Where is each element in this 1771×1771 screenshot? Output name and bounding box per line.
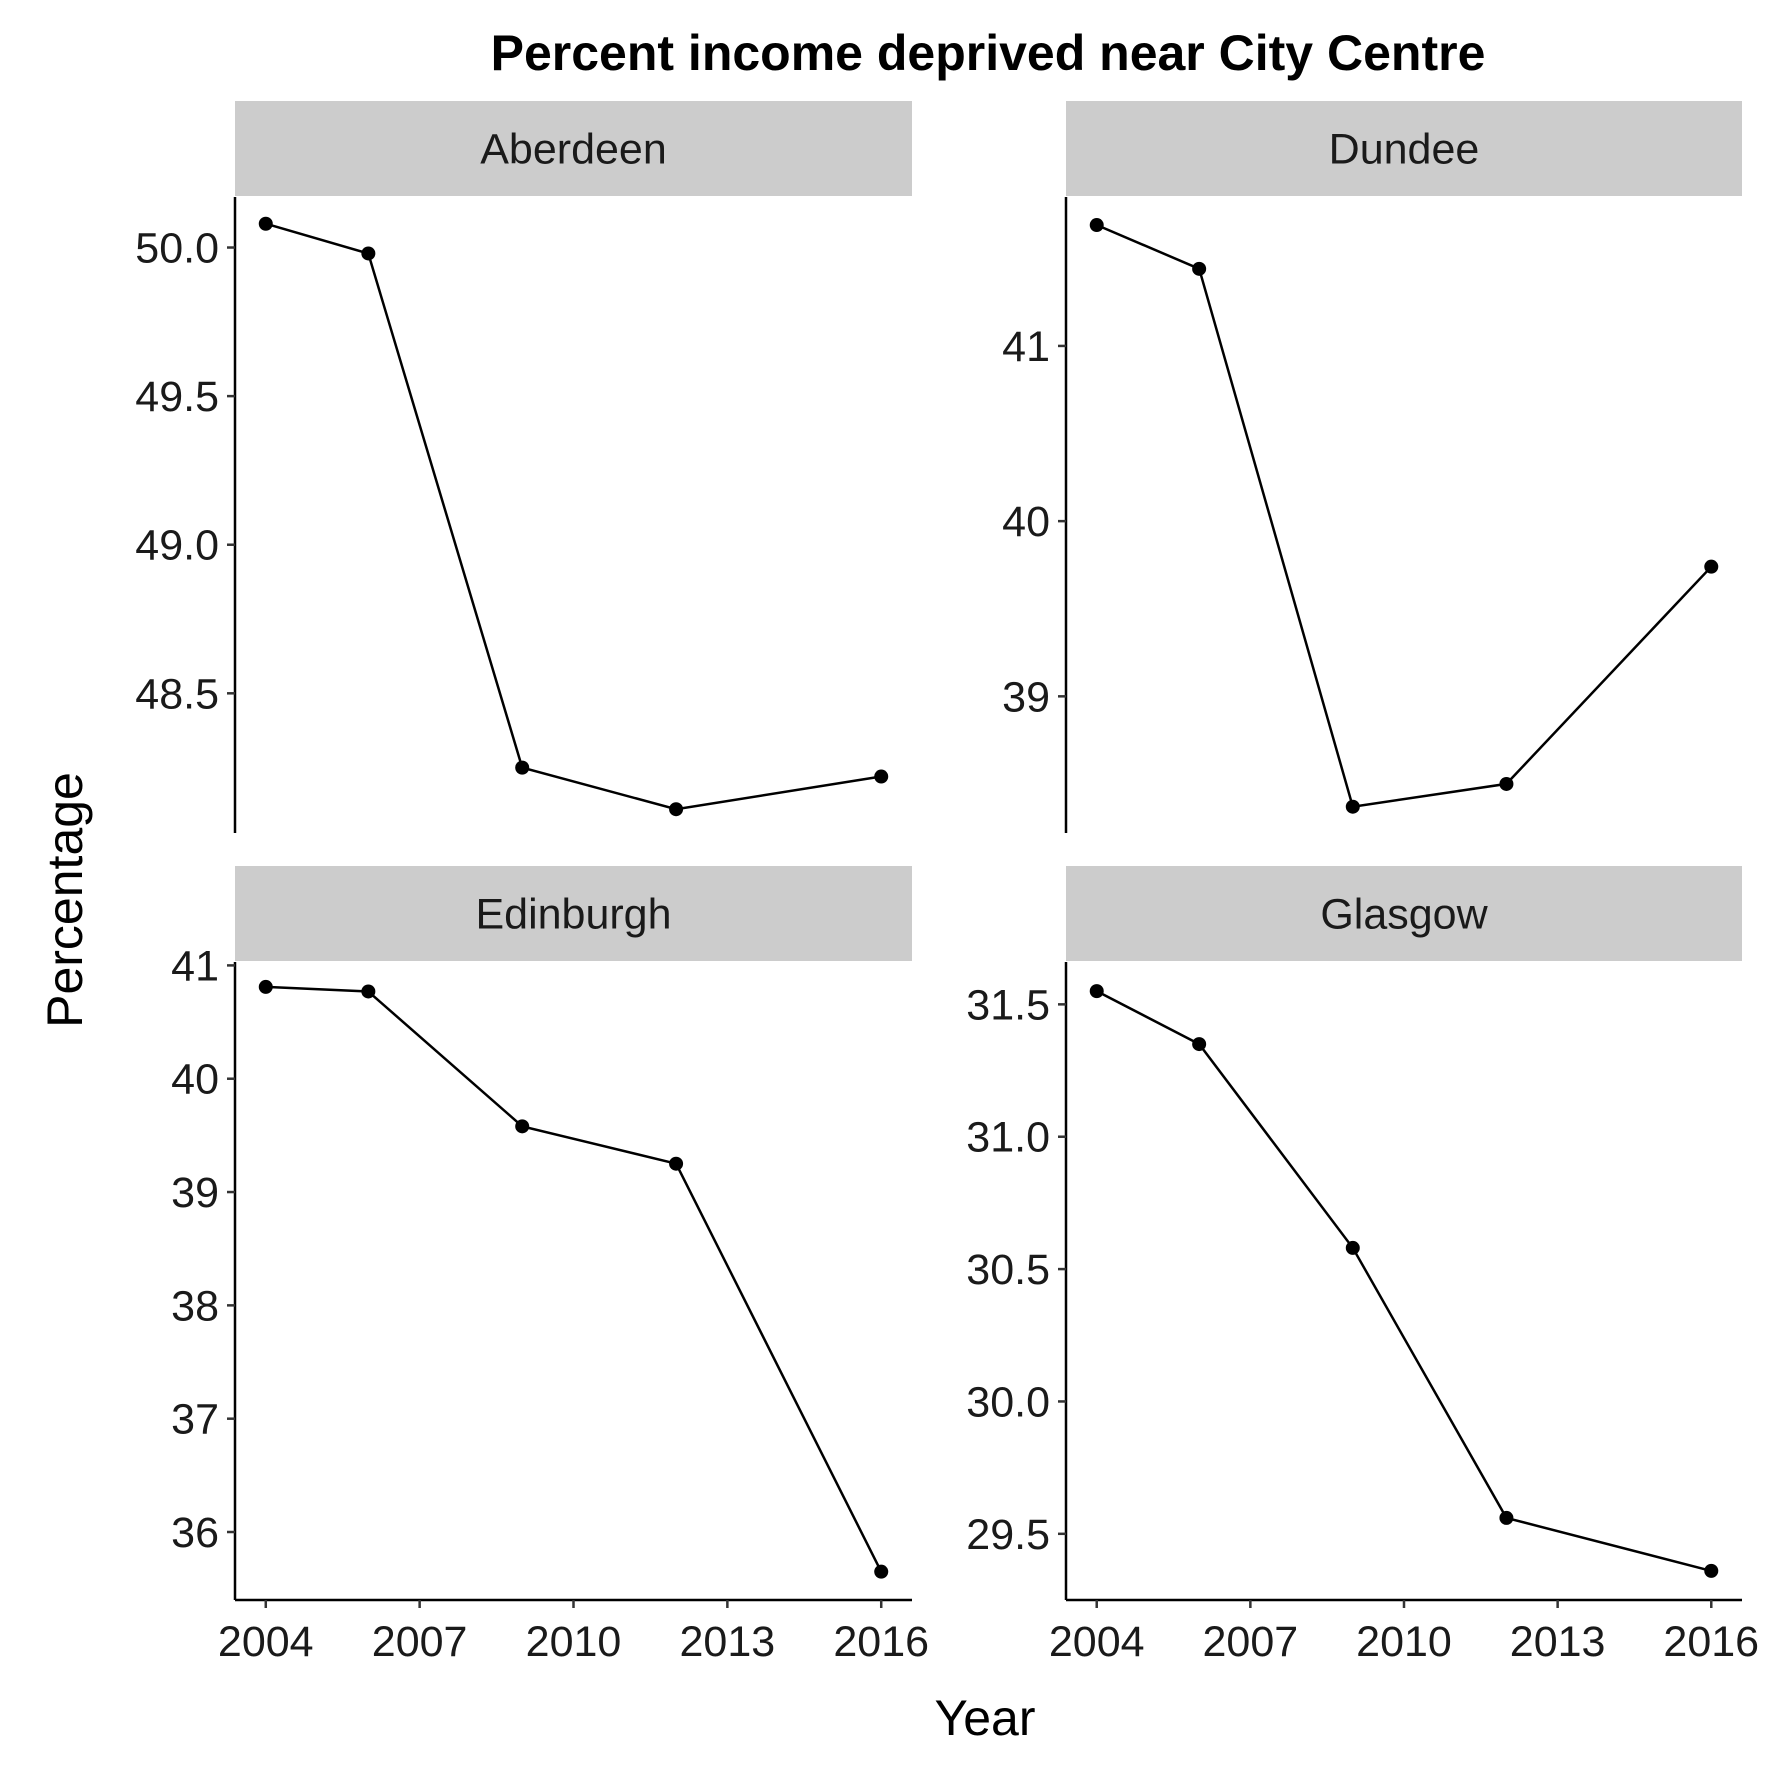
panel-aberdeen: Aberdeen 48.5 49.0 49.5 50.0 bbox=[135, 101, 912, 833]
data-point-dundee bbox=[1192, 261, 1207, 276]
strip-label-aberdeen: Aberdeen bbox=[480, 126, 667, 174]
y-tick-label-aberdeen: 50.0 bbox=[135, 225, 219, 273]
y-tick-label-glasgow: 30.5 bbox=[966, 1246, 1050, 1294]
data-point-aberdeen bbox=[874, 769, 889, 784]
y-tick-label-dundee: 41 bbox=[1002, 323, 1050, 371]
chart-title: Percent income deprived near City Centre bbox=[491, 25, 1486, 81]
data-point-dundee bbox=[1704, 559, 1719, 574]
data-point-aberdeen bbox=[361, 246, 376, 261]
strip-label-dundee: Dundee bbox=[1329, 126, 1480, 174]
x-tick-label-edinburgh: 2007 bbox=[372, 1618, 468, 1666]
strip-edinburgh bbox=[235, 866, 912, 961]
data-point-dundee bbox=[1345, 799, 1360, 814]
y-tick-label-glasgow: 30.0 bbox=[966, 1378, 1050, 1426]
y-tick-label-glasgow: 29.5 bbox=[966, 1511, 1050, 1559]
data-point-aberdeen bbox=[669, 802, 684, 817]
x-tick-label-glasgow: 2013 bbox=[1510, 1618, 1606, 1666]
x-tick-label-glasgow: 2010 bbox=[1356, 1618, 1452, 1666]
x-tick-label-edinburgh: 2013 bbox=[680, 1618, 776, 1666]
panel-glasgow: Glasgow 29.5 30.0 30.5 31.0 31.5 2004 2007 2010 2… bbox=[966, 866, 1759, 1666]
y-axis-title: Percentage bbox=[37, 772, 93, 1028]
x-tick-label-glasgow: 2016 bbox=[1663, 1618, 1759, 1666]
data-point-glasgow bbox=[1499, 1510, 1514, 1525]
y-tick-label-edinburgh: 39 bbox=[171, 1169, 219, 1217]
series-line-edinburgh bbox=[265, 985, 883, 1573]
x-tick-label-glasgow: 2004 bbox=[1049, 1618, 1145, 1666]
data-point-edinburgh bbox=[874, 1564, 889, 1579]
x-axis-title: Year bbox=[934, 1690, 1035, 1746]
y-tick-label-dundee: 40 bbox=[1002, 498, 1050, 546]
series-line-glasgow bbox=[1096, 989, 1712, 1573]
panels: Aberdeen48.549.049.550.0Dundee394041Edin… bbox=[135, 101, 1759, 1666]
series-line-dundee bbox=[1096, 223, 1713, 809]
data-point-glasgow bbox=[1345, 1240, 1360, 1255]
data-point-aberdeen bbox=[258, 216, 273, 231]
data-point-edinburgh bbox=[515, 1119, 530, 1134]
panel-dundee: Dundee 39 40 41 bbox=[1002, 101, 1742, 833]
x-tick-label-edinburgh: 2016 bbox=[833, 1618, 929, 1666]
strip-label-glasgow: Glasgow bbox=[1320, 891, 1488, 939]
strip-glasgow bbox=[1066, 866, 1742, 961]
data-point-aberdeen bbox=[515, 760, 530, 775]
data-point-dundee bbox=[1499, 776, 1514, 791]
strip-aberdeen bbox=[235, 101, 912, 196]
x-tick-label-edinburgh: 2010 bbox=[526, 1618, 622, 1666]
data-point-glasgow bbox=[1192, 1037, 1207, 1052]
y-tick-label-aberdeen: 49.0 bbox=[135, 522, 219, 570]
panel-edinburgh: Edinburgh 36 37 38 39 40 41 2004 2007 2010 2013 201… bbox=[171, 866, 929, 1666]
y-tick-label-edinburgh: 38 bbox=[171, 1282, 219, 1330]
strip-label-edinburgh: Edinburgh bbox=[475, 891, 671, 939]
data-point-glasgow bbox=[1089, 984, 1104, 999]
y-tick-label-glasgow: 31.5 bbox=[966, 981, 1050, 1029]
y-tick-label-edinburgh: 40 bbox=[171, 1056, 219, 1104]
data-point-glasgow bbox=[1704, 1563, 1719, 1578]
strip-dundee bbox=[1066, 101, 1742, 196]
data-point-edinburgh bbox=[669, 1156, 684, 1171]
series-line-aberdeen bbox=[265, 222, 882, 811]
data-point-dundee bbox=[1089, 218, 1104, 233]
x-tick-label-glasgow: 2007 bbox=[1203, 1618, 1299, 1666]
y-tick-label-edinburgh: 37 bbox=[171, 1396, 219, 1444]
y-tick-label-aberdeen: 49.5 bbox=[135, 373, 219, 421]
y-tick-label-dundee: 39 bbox=[1002, 673, 1050, 721]
y-tick-label-aberdeen: 48.5 bbox=[135, 670, 219, 718]
y-tick-label-edinburgh: 36 bbox=[171, 1509, 219, 1557]
y-tick-label-edinburgh: 41 bbox=[171, 942, 219, 990]
y-tick-label-glasgow: 31.0 bbox=[966, 1114, 1050, 1162]
x-tick-label-edinburgh: 2004 bbox=[218, 1618, 314, 1666]
data-point-edinburgh bbox=[361, 984, 376, 999]
data-point-edinburgh bbox=[258, 979, 273, 994]
